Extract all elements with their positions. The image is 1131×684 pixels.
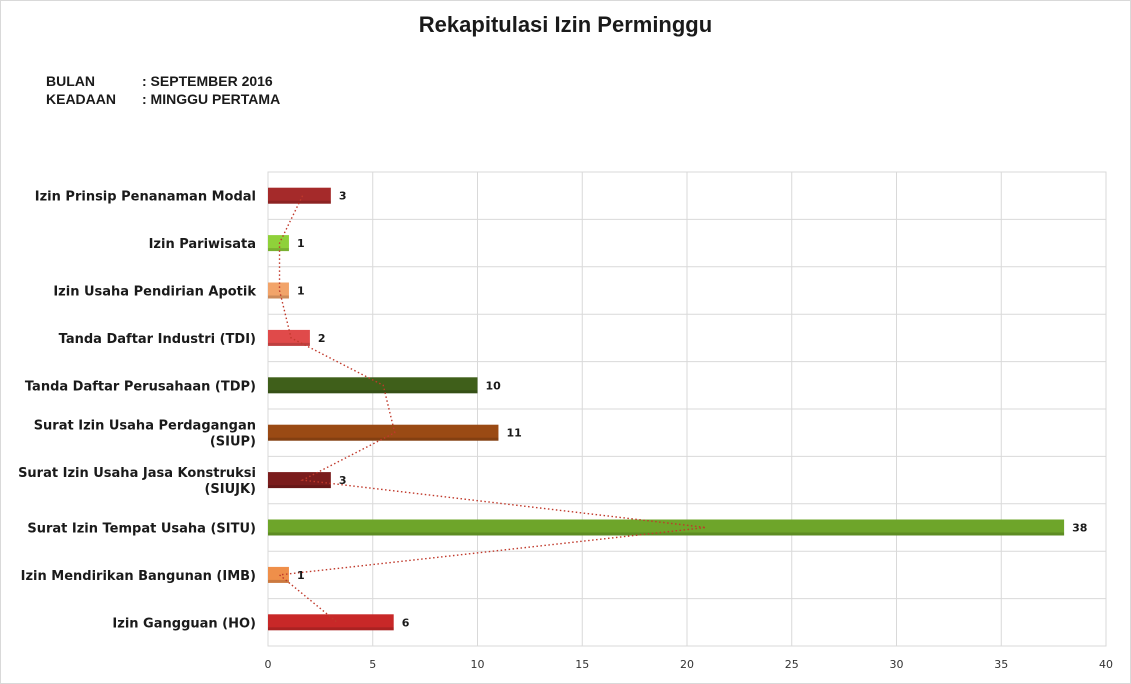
bars — [268, 187, 1065, 631]
bar — [268, 424, 499, 441]
bar — [268, 614, 394, 631]
category-label: Izin Mendirikan Bangunan (IMB) — [21, 569, 256, 584]
trendline — [277, 195, 706, 623]
grid-lines — [267, 171, 1107, 647]
data-label: 11 — [506, 427, 521, 440]
category-label: Izin Gangguan (HO) — [112, 616, 256, 631]
category-label: Surat Izin Tempat Usaha (SITU) — [27, 522, 256, 537]
chart-title: Rekapitulasi Izin Perminggu — [418, 12, 713, 37]
category-label: (SIUJK) — [204, 482, 256, 497]
bar-shade — [268, 627, 394, 631]
data-label: 3 — [339, 190, 347, 203]
bar-shade — [268, 342, 310, 346]
bar — [268, 329, 310, 346]
data-label: 1 — [297, 237, 305, 250]
x-tick-label: 0 — [265, 658, 272, 671]
bar-shade — [268, 248, 289, 252]
meta-state: KEADAAN : MINGGU PERTAMA — [46, 91, 280, 107]
data-label: 6 — [402, 616, 410, 629]
bar-shade — [268, 295, 289, 299]
category-label: Surat Izin Usaha Jasa Konstruksi — [18, 466, 256, 481]
category-label: Tanda Daftar Industri (TDI) — [59, 332, 256, 347]
x-tick-label: 40 — [1099, 658, 1113, 671]
meta-month: BULAN : SEPTEMBER 2016 — [46, 73, 273, 89]
data-label: 10 — [486, 379, 502, 392]
category-label: Izin Pariwisata — [149, 237, 256, 252]
bar-shade — [268, 437, 499, 441]
x-tick-label: 25 — [785, 658, 799, 671]
data-label: 38 — [1072, 522, 1087, 535]
bar — [268, 377, 478, 394]
bar — [268, 519, 1065, 536]
bar — [268, 566, 289, 583]
category-label: Izin Prinsip Penanaman Modal — [35, 190, 256, 205]
category-label: Izin Usaha Pendirian Apotik — [53, 285, 256, 300]
meta-state-value: : MINGGU PERTAMA — [142, 91, 281, 107]
category-label: Surat Izin Usaha Perdagangan — [34, 419, 256, 434]
data-label: 3 — [339, 474, 347, 487]
bar-shade — [268, 579, 289, 583]
bar — [268, 187, 331, 204]
x-tick-label: 35 — [994, 658, 1008, 671]
trendline-path — [277, 195, 706, 623]
bar-shade — [268, 532, 1065, 536]
x-tick-label: 15 — [575, 658, 589, 671]
x-tick-label: 20 — [680, 658, 694, 671]
meta-month-label: BULAN — [46, 73, 95, 89]
data-label: 1 — [297, 285, 305, 298]
meta-state-label: KEADAAN — [46, 91, 116, 107]
x-tick-label: 5 — [369, 658, 376, 671]
category-label: Tanda Daftar Perusahaan (TDP) — [25, 379, 256, 394]
data-label: 2 — [318, 332, 326, 345]
bar — [268, 472, 331, 489]
bar — [268, 282, 289, 299]
bar-shade — [268, 485, 331, 489]
x-tick-label: 30 — [890, 658, 904, 671]
bar — [268, 235, 289, 252]
bar-shade — [268, 390, 478, 394]
meta-month-value: : SEPTEMBER 2016 — [142, 73, 273, 89]
data-label: 1 — [297, 569, 305, 582]
x-tick-label: 10 — [471, 658, 485, 671]
bar-shade — [268, 200, 331, 204]
category-label: (SIUP) — [210, 435, 256, 450]
labels: 0 5 10 15 20 25 30 35 40 3 Izin Prinsip Penanaman … — [18, 190, 1113, 671]
